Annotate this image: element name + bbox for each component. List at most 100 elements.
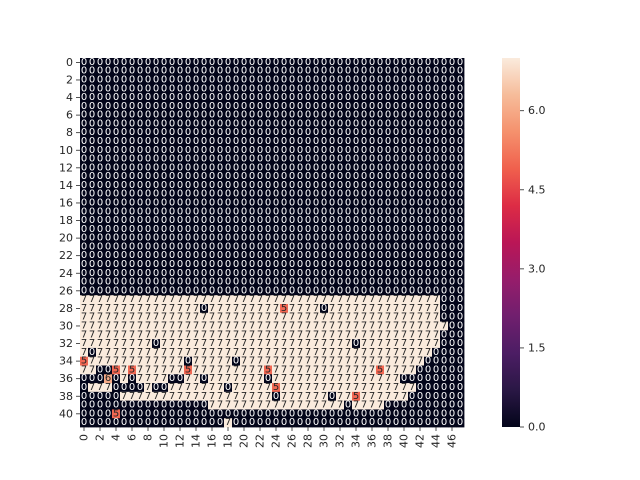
- heatmap-cell: [160, 409, 169, 419]
- heatmap-cell: [296, 365, 305, 375]
- heatmap-cell-annotation: 0: [81, 66, 87, 77]
- heatmap-cell: [336, 154, 345, 164]
- heatmap-cell: [376, 233, 385, 243]
- heatmap-cell-annotation: 0: [417, 57, 423, 68]
- heatmap-cell: [416, 233, 425, 243]
- heatmap-cell: [408, 330, 417, 340]
- heatmap-cell-annotation: 0: [121, 145, 127, 156]
- heatmap-cell-annotation: 0: [161, 83, 167, 94]
- heatmap-cell-annotation: 0: [409, 66, 415, 77]
- heatmap-cell: [120, 365, 129, 375]
- heatmap-cell: [312, 207, 321, 217]
- heatmap-cell-annotation: 0: [425, 74, 431, 85]
- heatmap-cell-annotation: 0: [153, 145, 159, 156]
- heatmap-cell: [384, 172, 393, 182]
- heatmap-cell: [256, 400, 265, 410]
- heatmap-cell: [168, 93, 177, 103]
- heatmap-cell: [208, 207, 217, 217]
- heatmap-cell: [144, 216, 153, 226]
- heatmap-cell: [272, 93, 281, 103]
- heatmap-cell: [208, 409, 217, 419]
- heatmap-cell: [208, 295, 217, 305]
- heatmap-cell-annotation: 0: [321, 127, 327, 138]
- heatmap-cell: [424, 418, 433, 428]
- heatmap-cell: [384, 356, 393, 366]
- heatmap-cell: [336, 137, 345, 147]
- heatmap-cell-annotation: 0: [89, 66, 95, 77]
- heatmap-cell: [128, 242, 137, 252]
- heatmap-cell: [440, 242, 449, 252]
- heatmap-cell: [144, 207, 153, 217]
- heatmap-cell: [448, 163, 457, 173]
- heatmap-cell: [368, 84, 377, 94]
- heatmap-cell-annotation: 0: [105, 145, 111, 156]
- heatmap-cell: [304, 110, 313, 120]
- heatmap-cell-annotation: 0: [345, 417, 351, 428]
- heatmap-cell: [368, 251, 377, 261]
- heatmap-cell-annotation: 0: [457, 74, 463, 85]
- heatmap-cell: [168, 400, 177, 410]
- heatmap-cell: [232, 330, 241, 340]
- heatmap-cell-annotation: 0: [441, 136, 447, 147]
- heatmap-cell: [152, 295, 161, 305]
- heatmap-cell: [88, 101, 97, 112]
- heatmap-cell: [80, 163, 89, 173]
- heatmap-cell: [328, 110, 337, 120]
- heatmap-cell-annotation: 0: [169, 92, 175, 103]
- heatmap-cell: [224, 418, 233, 428]
- heatmap-cell: [400, 260, 409, 270]
- heatmap-cell-annotation: 0: [233, 66, 239, 77]
- heatmap-cell: [416, 93, 425, 103]
- heatmap-cell: [128, 391, 137, 402]
- heatmap-cell-annotation: 0: [241, 101, 247, 112]
- heatmap-cell: [96, 163, 105, 173]
- heatmap-cell: [200, 391, 209, 402]
- heatmap-cell: [288, 365, 297, 375]
- heatmap-cell: [376, 418, 385, 428]
- heatmap-cell-annotation: 0: [297, 83, 303, 94]
- heatmap-cell: [288, 207, 297, 217]
- heatmap-cell: [400, 66, 409, 76]
- heatmap-cell-annotation: 0: [329, 127, 335, 138]
- heatmap-cell-annotation: 0: [433, 110, 439, 121]
- heatmap-cell: [216, 154, 225, 164]
- heatmap-cell-annotation: 0: [289, 83, 295, 94]
- heatmap-cell: [344, 93, 353, 103]
- heatmap-cell: [240, 356, 249, 366]
- heatmap-cell-annotation: 0: [185, 57, 191, 68]
- heatmap-cell: [160, 251, 169, 261]
- heatmap-cell: [392, 93, 401, 103]
- heatmap-cell: [424, 66, 433, 76]
- heatmap-cell: [336, 295, 345, 305]
- heatmap-cell: [440, 58, 449, 68]
- heatmap-cell: [432, 110, 441, 120]
- heatmap-cell: [424, 391, 433, 402]
- heatmap-cell: [112, 330, 121, 340]
- y-tick-label: 38: [59, 390, 73, 403]
- heatmap-cell: [216, 374, 225, 384]
- heatmap-cell: [328, 172, 337, 182]
- heatmap-cell-annotation: 0: [185, 136, 191, 147]
- heatmap-cell: [456, 356, 465, 366]
- heatmap-cell: [392, 391, 401, 402]
- heatmap-cell: [128, 312, 137, 322]
- heatmap-cell-annotation: 0: [249, 417, 255, 428]
- heatmap-cell: [248, 84, 257, 94]
- heatmap-cell: [440, 260, 449, 270]
- heatmap-cell-annotation: 0: [321, 118, 327, 129]
- heatmap-cell: [296, 277, 305, 287]
- heatmap-cell: [400, 75, 409, 85]
- heatmap-cell: [216, 93, 225, 103]
- heatmap-cell: [360, 400, 369, 410]
- heatmap-cell: [296, 224, 305, 235]
- heatmap-cell: [408, 93, 417, 103]
- heatmap-cell: [368, 347, 377, 358]
- heatmap-cell: [120, 181, 129, 191]
- heatmap-cell: [392, 75, 401, 85]
- heatmap-cell: [280, 233, 289, 243]
- heatmap-cell-annotation: 0: [361, 417, 367, 428]
- heatmap-cell: [256, 101, 265, 112]
- heatmap-cell: [152, 383, 161, 393]
- heatmap-cell: [304, 154, 313, 164]
